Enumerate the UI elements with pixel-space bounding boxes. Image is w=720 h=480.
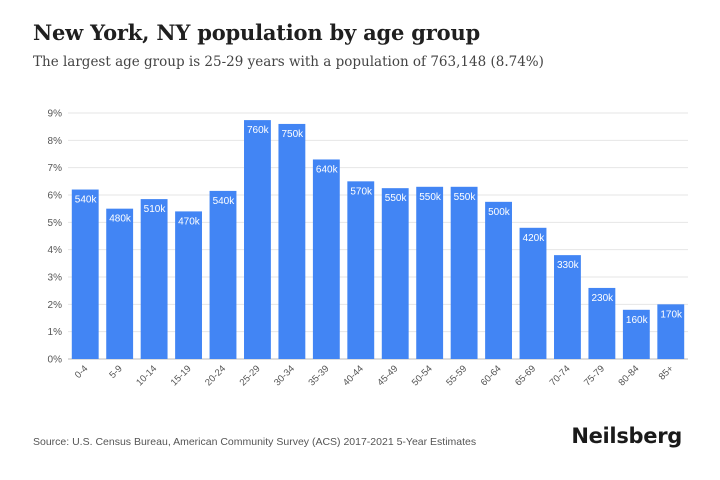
x-tick-label: 30-34	[272, 363, 297, 388]
y-tick-label: 5%	[48, 218, 63, 229]
x-tick-label: 5-9	[107, 363, 124, 380]
y-tick-label: 8%	[48, 136, 63, 147]
gridlines	[68, 112, 688, 360]
bar-value-label: 550k	[419, 192, 442, 203]
x-tick-label: 20-24	[203, 363, 228, 388]
y-tick-label: 9%	[48, 109, 63, 120]
x-tick-label: 10-14	[134, 363, 159, 388]
bar-value-label: 510k	[144, 204, 167, 215]
x-axis-ticks: 0-4 5-9 10-14 15-19 20-24 25-29 30-34 35-39 40-4…	[73, 363, 676, 388]
bar-15-19	[175, 211, 202, 359]
x-tick-label: 15-19	[169, 363, 194, 388]
bar-40-44	[347, 181, 375, 359]
bar-60-64	[485, 201, 512, 359]
brand-logo: Neilsberg	[571, 424, 682, 448]
x-tick-label: 65-69	[513, 363, 538, 388]
bar-value-label: 570k	[350, 186, 373, 197]
x-tick-label: 80-84	[616, 363, 641, 388]
bar-30-34	[278, 123, 306, 359]
x-tick-label: 75-79	[582, 363, 607, 388]
bar-value-label: 550k	[385, 193, 408, 204]
bar-value-label: 170k	[660, 309, 683, 320]
bar-value-label: 750k	[281, 129, 304, 140]
bars: 540k 480k 510k 470k 540k 760k 750k 640k 570k 550k…	[71, 120, 685, 360]
bar-value-label: 760k	[247, 125, 270, 136]
y-tick-label: 2%	[48, 300, 63, 311]
bar-70-74	[554, 255, 581, 359]
y-tick-label: 4%	[48, 245, 63, 256]
y-tick-label: 6%	[48, 191, 63, 202]
bar-value-label: 470k	[178, 216, 201, 227]
bar-80-84	[622, 309, 650, 359]
x-tick-label: 35-39	[306, 363, 331, 388]
bar-value-label: 640k	[316, 164, 339, 175]
bar-75-79	[588, 287, 616, 359]
bar-value-label: 420k	[523, 233, 546, 244]
bar-value-label: 330k	[557, 260, 580, 271]
chart-title: New York, NY population by age group	[33, 20, 481, 45]
bar-25-29	[244, 120, 271, 360]
bar-55-59	[450, 186, 478, 359]
y-tick-label: 1%	[48, 327, 63, 338]
bar-value-label: 500k	[488, 207, 511, 218]
y-tick-label: 0%	[48, 355, 63, 366]
bar-20-24	[209, 190, 237, 359]
bar-value-label: 160k	[626, 315, 649, 326]
y-axis-ticks: 0% 1% 2% 3% 4% 5% 6% 7% 8% 9%	[48, 109, 63, 366]
bar-value-label: 550k	[454, 192, 477, 203]
x-tick-label: 0-4	[73, 363, 90, 380]
bar-value-label: 540k	[213, 196, 236, 207]
bar-5-9	[106, 208, 134, 359]
x-tick-label: 50-54	[410, 363, 435, 388]
chart-subtitle: The largest age group is 25-29 years wit…	[33, 54, 544, 70]
source-note: Source: U.S. Census Bureau, American Com…	[33, 436, 477, 448]
x-tick-label: 25-29	[238, 363, 263, 388]
bar-value-label: 230k	[591, 293, 614, 304]
bar-0-4	[71, 189, 99, 359]
x-tick-label: 40-44	[341, 363, 366, 388]
y-tick-label: 7%	[48, 163, 63, 174]
bar-45-49	[381, 188, 409, 359]
bar-value-label: 540k	[75, 195, 98, 206]
bar-65-69	[519, 227, 547, 359]
bar-value-label: 480k	[109, 214, 132, 225]
x-tick-label: 45-49	[375, 363, 400, 388]
x-tick-label: 70-74	[548, 363, 573, 388]
bar-35-39	[312, 159, 340, 359]
y-tick-label: 3%	[48, 273, 63, 284]
x-tick-label: 60-64	[479, 363, 504, 388]
bar-10-14	[140, 199, 168, 359]
bar-85+	[657, 304, 685, 359]
bar-50-54	[416, 186, 444, 359]
x-tick-label: 55-59	[444, 363, 469, 388]
x-tick-label: 85+	[657, 363, 676, 382]
